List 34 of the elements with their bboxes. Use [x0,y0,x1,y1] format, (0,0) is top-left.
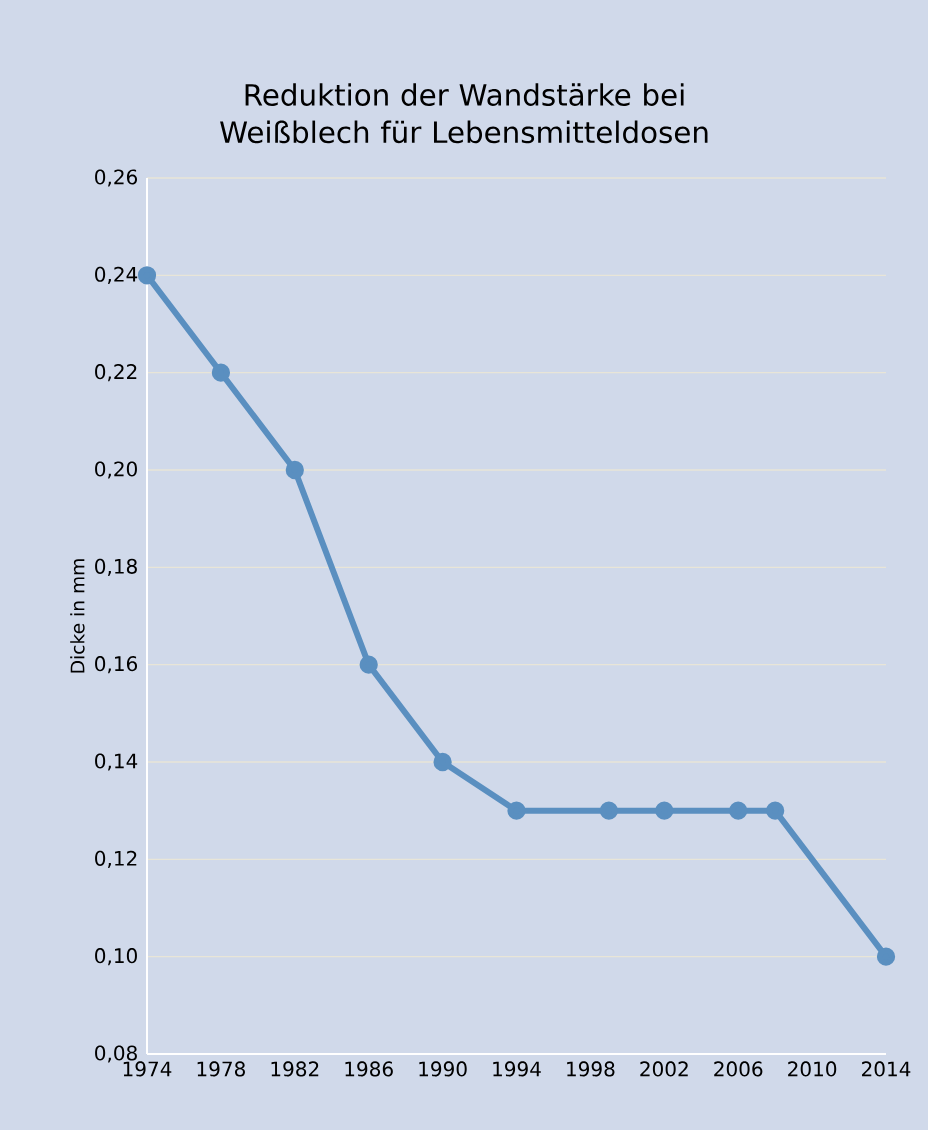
x-tick-label: 1974 [123,1061,172,1077]
point [211,363,231,382]
chart-title: Reduktion der Wandstärke bei Weißblech für Lebensmitteldosen [220,83,708,144]
point [359,655,378,674]
y-tick-label: 0,10 [95,948,137,966]
point [766,801,785,820]
point [876,947,896,966]
point [433,752,452,772]
x-tick-label: 1998 [567,1061,615,1077]
point [285,460,304,480]
x-tick-label: 2006 [714,1061,763,1077]
x-tick-label: 2002 [640,1061,688,1077]
x-tick-label: 2010 [788,1061,837,1077]
y-tick-label: 0,14 [95,753,138,771]
y-tick-label: 0,22 [95,364,137,382]
y-tick-label: 0,16 [95,656,138,674]
x-tick-label: 1982 [271,1061,319,1077]
x-tick-label: 2014 [862,1061,911,1077]
x-tick-label: 1990 [419,1061,467,1077]
point [599,801,619,820]
y-tick-label: 0,24 [95,266,138,284]
x-tick-label: 1978 [197,1061,245,1077]
x-tick-label: 1986 [345,1061,393,1077]
point [137,266,157,285]
y-axis-title: Dicke in mm [70,559,85,673]
point [507,801,526,820]
y-tick-label: 0,18 [95,558,137,576]
x-tick-label: 1994 [493,1061,541,1077]
y-tick-label: 0,20 [95,461,137,479]
y-tick-label: 0,08 [95,1045,137,1063]
y-tick-label: 0,26 [95,169,138,187]
point [655,801,674,820]
point [729,801,748,820]
y-tick-label: 0,12 [95,850,137,868]
